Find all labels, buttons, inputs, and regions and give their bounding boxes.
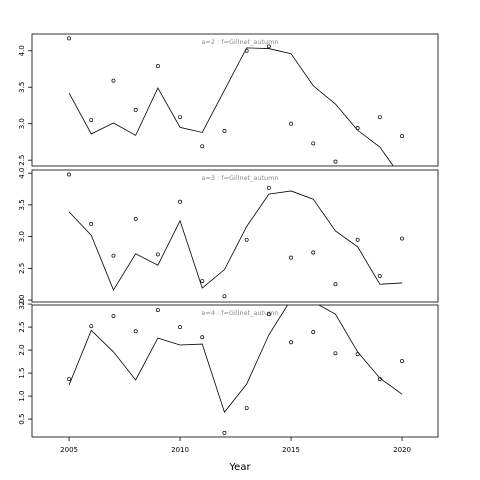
observation-point	[178, 325, 183, 330]
observation-point	[244, 237, 249, 242]
panel-frame	[31, 33, 439, 167]
x-tick-label: 2020	[393, 446, 411, 454]
observation-point	[311, 330, 316, 335]
observation-point	[111, 314, 116, 318]
observation-point	[377, 115, 382, 120]
panel-title: a=2 : f=Gillnet_autumn	[201, 38, 278, 46]
y-tick-label: 3.0	[18, 299, 26, 310]
observation-point	[111, 253, 116, 258]
observation-point	[111, 78, 116, 83]
observation-point	[244, 406, 249, 410]
y-tick-label: 4.0	[18, 168, 26, 179]
observation-point	[333, 351, 338, 356]
observation-point	[200, 335, 205, 340]
y-tick-label: 2.5	[18, 263, 26, 274]
y-tick-label: 3.5	[18, 199, 26, 210]
observation-point	[333, 282, 338, 287]
observation-point	[67, 172, 72, 177]
observation-point	[400, 236, 404, 241]
observation-point	[133, 329, 138, 334]
observation-point	[266, 44, 271, 49]
y-tick-label: 1.5	[18, 367, 26, 378]
y-tick-label: 4.0	[18, 45, 26, 56]
observation-point	[289, 121, 293, 126]
fit-line	[68, 47, 394, 166]
y-tick-label: 2.0	[18, 295, 26, 306]
observation-point	[289, 340, 293, 345]
observation-point	[155, 64, 160, 69]
x-tick-label: 2010	[171, 446, 189, 454]
y-tick-label: 2.5	[18, 322, 26, 333]
observation-point	[67, 377, 72, 381]
y-tick-label: 0.5	[18, 413, 26, 424]
observation-point	[244, 48, 249, 53]
observation-point	[355, 126, 360, 131]
y-tick-label: 3.5	[18, 82, 26, 93]
observation-point	[89, 118, 94, 123]
observation-point	[67, 36, 72, 41]
observation-point	[311, 250, 316, 255]
panel-frame	[31, 169, 439, 303]
observation-point	[200, 144, 205, 149]
x-tick-label: 2015	[282, 446, 300, 454]
observation-point	[377, 377, 382, 381]
panel-title: a=4 : f=Gillnet_autumn	[201, 309, 278, 317]
observation-point	[178, 115, 183, 120]
observation-point	[222, 129, 227, 133]
y-tick-label: 1.0	[18, 390, 26, 401]
y-tick-label: 3.0	[18, 231, 26, 242]
observation-point	[222, 294, 227, 299]
fit-line	[68, 190, 403, 291]
fit-line	[68, 305, 403, 413]
observation-point	[155, 308, 160, 313]
x-tick-label: 2005	[60, 446, 78, 454]
observation-point	[289, 255, 293, 260]
observation-point	[400, 359, 404, 364]
observation-point	[155, 252, 160, 257]
plot-area	[67, 36, 404, 166]
observation-point	[400, 134, 404, 139]
plot-area	[67, 305, 404, 435]
observation-point	[266, 185, 271, 190]
panel-title: a=3 : f=Gillnet_autumn	[201, 174, 278, 182]
y-tick-label: 3.0	[18, 118, 26, 129]
observation-point	[377, 274, 382, 278]
observation-point	[333, 159, 338, 164]
observation-point	[89, 324, 94, 329]
observation-point	[89, 221, 94, 226]
y-tick-label: 2.0	[18, 345, 26, 356]
observation-point	[178, 199, 183, 204]
panel-frame	[31, 304, 439, 438]
observation-point	[222, 430, 227, 435]
plot-area	[67, 172, 404, 299]
observation-point	[311, 141, 316, 146]
y-tick-label: 2.5	[18, 155, 26, 166]
observation-point	[355, 352, 360, 357]
observation-point	[266, 312, 271, 317]
observation-point	[133, 107, 138, 112]
observation-point	[200, 279, 205, 284]
x-axis-label: Year	[228, 462, 251, 473]
observation-point	[133, 216, 138, 221]
observation-point	[355, 237, 360, 242]
